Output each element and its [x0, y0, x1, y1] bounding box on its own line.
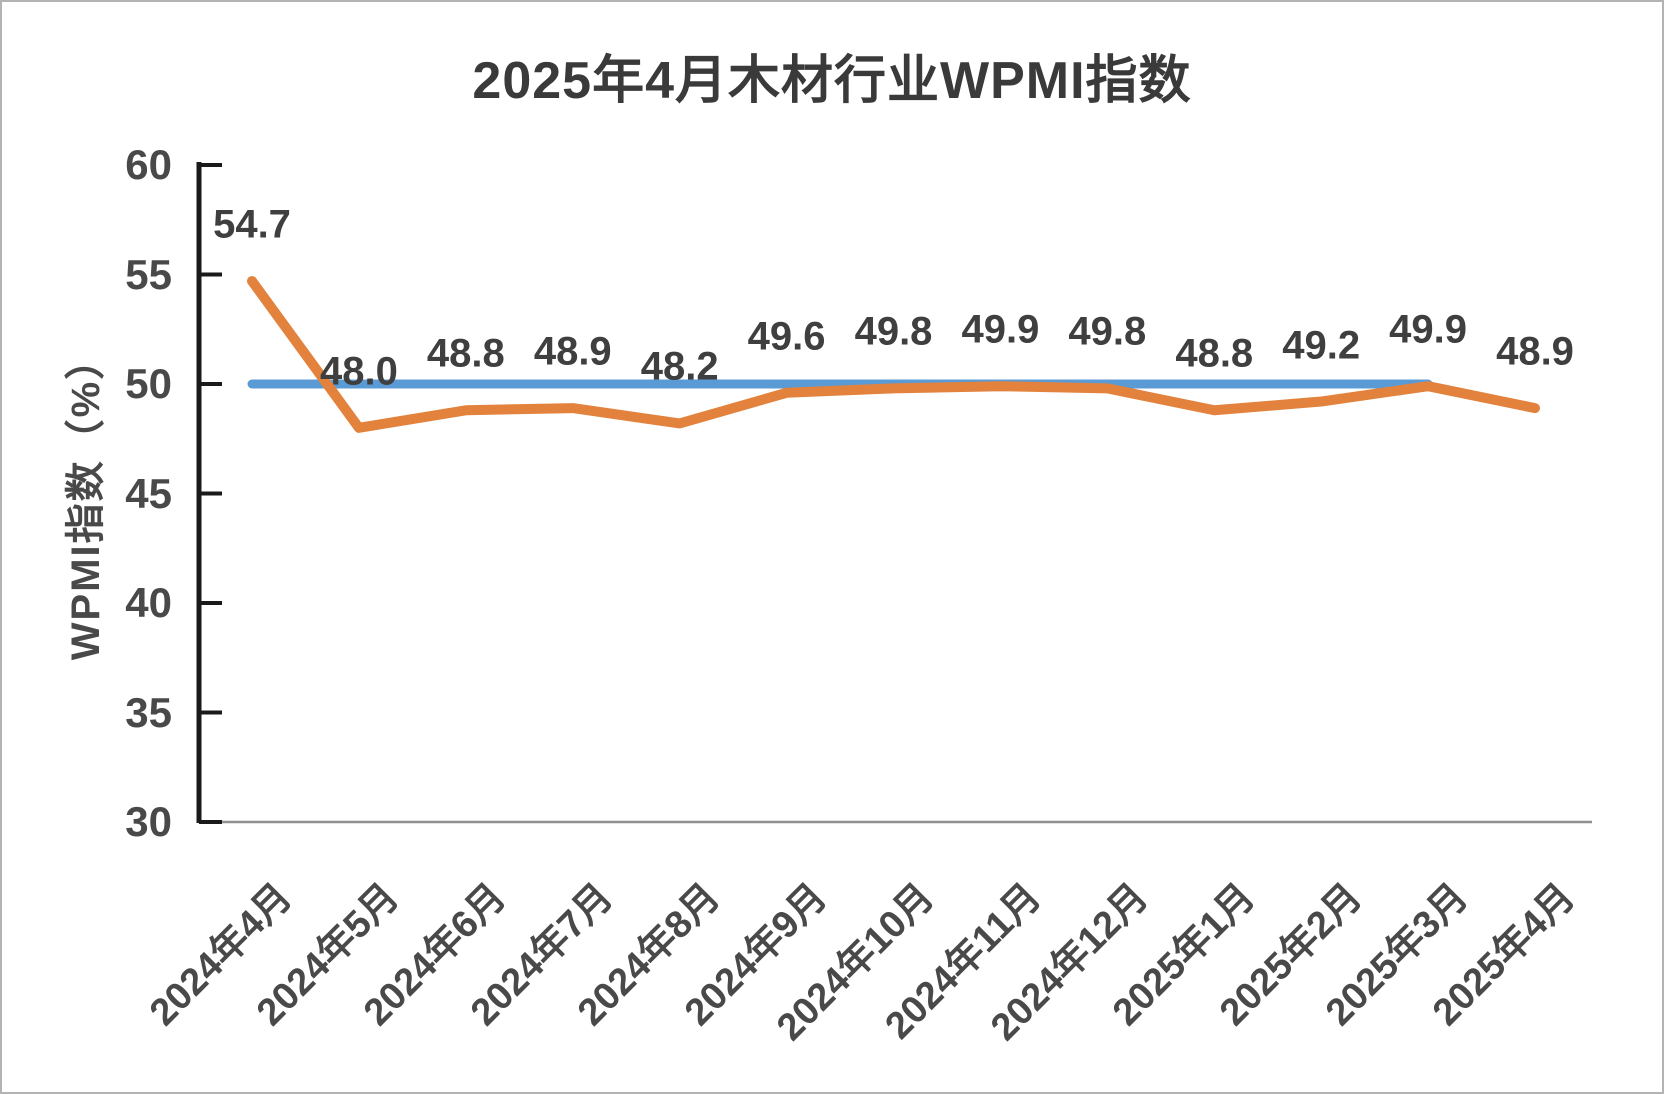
y-tick-label: 50	[125, 360, 172, 407]
y-tick-label: 35	[125, 688, 172, 736]
data-label: 48.8	[426, 331, 505, 376]
data-label: 49.2	[1282, 323, 1361, 368]
data-label: 49.9	[1389, 307, 1468, 352]
data-label: 49.6	[747, 314, 826, 359]
y-tick-label: 30	[125, 798, 172, 845]
y-tick-label: 45	[125, 469, 172, 517]
data-label: 48.2	[640, 344, 719, 389]
wpmi-series-line	[247, 276, 1540, 433]
y-tick-label: 60	[125, 141, 172, 188]
data-label: 49.9	[961, 307, 1040, 352]
data-label: 48.8	[1175, 331, 1254, 376]
data-label: 48.9	[1496, 329, 1574, 374]
chart-title: 2025年4月木材行业WPMI指数	[472, 52, 1192, 110]
data-label: 48.0	[319, 349, 398, 394]
data-label: 54.7	[213, 202, 291, 247]
data-label: 49.8	[1068, 309, 1147, 354]
data-label: 48.9	[533, 329, 612, 374]
y-tick-label: 55	[125, 250, 172, 298]
y-tick-label: 40	[125, 579, 172, 626]
data-label: 49.8	[854, 309, 933, 354]
